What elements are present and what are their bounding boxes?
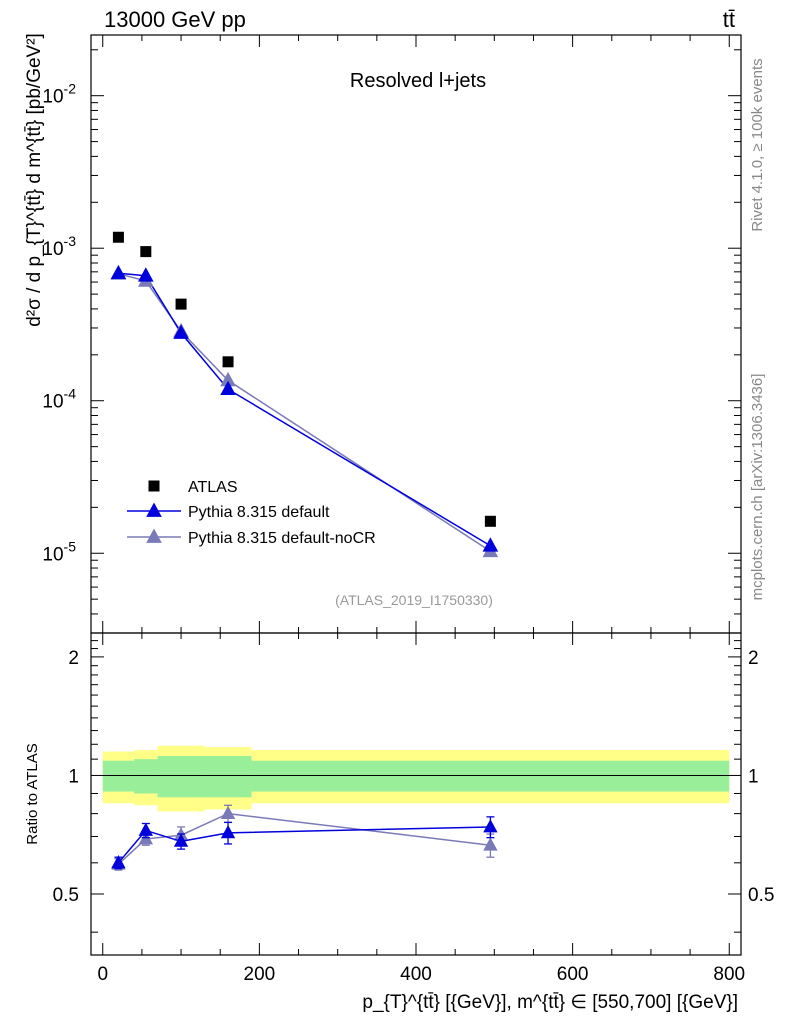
legend-label: Pythia 8.315 default-noCR xyxy=(188,530,376,547)
main-point-atlas xyxy=(140,246,152,258)
ratio-band-inner xyxy=(251,760,730,792)
ratio-band-inner xyxy=(102,760,135,792)
main-point-atlas xyxy=(222,356,234,368)
ratio-point-pythia-nocr xyxy=(220,805,236,820)
ratio-y-tick-label-right: 0.5 xyxy=(748,885,774,906)
legend-label: ATLAS xyxy=(188,479,238,496)
ratio-point-pythia-default xyxy=(173,833,189,847)
main-point-pythia-default xyxy=(173,324,189,339)
ratio-panel: 0 200 400 600 800 0.5 0.5 1 1 2 2 Ratio to ATLAS p… xyxy=(24,632,774,1013)
main-point-atlas xyxy=(175,298,187,310)
legend-label: Pythia 8.315 default xyxy=(188,504,330,521)
main-y-tick-label: 10-3 xyxy=(42,233,76,260)
ratio-y-tick-label-right: 1 xyxy=(748,766,759,787)
ratio-y-tick-label: 0.5 xyxy=(53,885,79,906)
ratio-y-axis-label: Ratio to ATLAS xyxy=(24,743,41,844)
legend-marker xyxy=(146,528,162,543)
main-point-atlas xyxy=(484,515,496,527)
main-title: Resolved l+jets xyxy=(350,70,486,92)
ratio-point-pythia-default xyxy=(483,819,498,833)
main-point-atlas xyxy=(112,231,124,243)
mcplots-label: mcplots.cern.ch [arXiv:1306.3436] xyxy=(749,374,766,601)
ratio-point-pythia-nocr xyxy=(483,837,498,851)
ratio-y-tick-label: 1 xyxy=(68,766,79,787)
main-y-tick-label: 10-5 xyxy=(42,538,76,565)
main-point-pythia-default xyxy=(482,537,499,552)
main-point-pythia-default xyxy=(110,264,127,280)
x-tick-label: 800 xyxy=(713,964,745,985)
ratio-y-tick-label-right: 2 xyxy=(748,648,759,669)
main-point-pythia-nocr xyxy=(220,371,236,387)
main-y-tick-label: 10-4 xyxy=(42,386,76,413)
ratio-line-pythia-default xyxy=(117,826,491,864)
ratio-band-inner xyxy=(157,756,205,798)
main-point-pythia-default xyxy=(138,267,154,282)
main-y-tick-label: 10-2 xyxy=(42,81,76,108)
legend-marker xyxy=(146,502,162,517)
ratio-point-pythia-default xyxy=(220,825,236,839)
x-tick-label: 400 xyxy=(400,964,432,985)
ratio-y-tick-label: 2 xyxy=(68,648,79,669)
x-tick-label: 200 xyxy=(244,964,276,985)
rivet-version-label: Rivet 4.1.0, ≥ 100k events xyxy=(749,58,766,231)
legend: ATLAS Pythia 8.315 default Pythia 8.315 de… xyxy=(127,479,376,547)
main-point-pythia-default xyxy=(220,380,236,396)
main-panel: 10-5 10-4 10-3 10-2 Resolved l+jets (ATLAS_… xyxy=(24,33,742,634)
ratio-band-inner xyxy=(134,759,158,794)
x-tick-label: 0 xyxy=(97,964,108,985)
ratio-point-pythia-default xyxy=(138,822,154,836)
legend-marker-atlas xyxy=(148,480,160,492)
ratio-point-pythia-default xyxy=(111,855,126,869)
x-axis-label: p_{T}^{tt̄} [{GeV}], m^{tt̄} ∈ [550,700]… xyxy=(362,992,738,1013)
x-tick-label: 600 xyxy=(557,964,589,985)
header-right-title: tt̄ xyxy=(723,7,735,32)
main-y-axis-label: d²σ / d p_{T}^{tt̄} d m^{tt̄} [pb/GeV²] xyxy=(24,33,45,327)
analysis-watermark: (ATLAS_2019_I1750330) xyxy=(335,592,493,608)
header-left-title: 13000 GeV pp xyxy=(104,7,246,32)
ratio-band-inner xyxy=(204,756,252,798)
